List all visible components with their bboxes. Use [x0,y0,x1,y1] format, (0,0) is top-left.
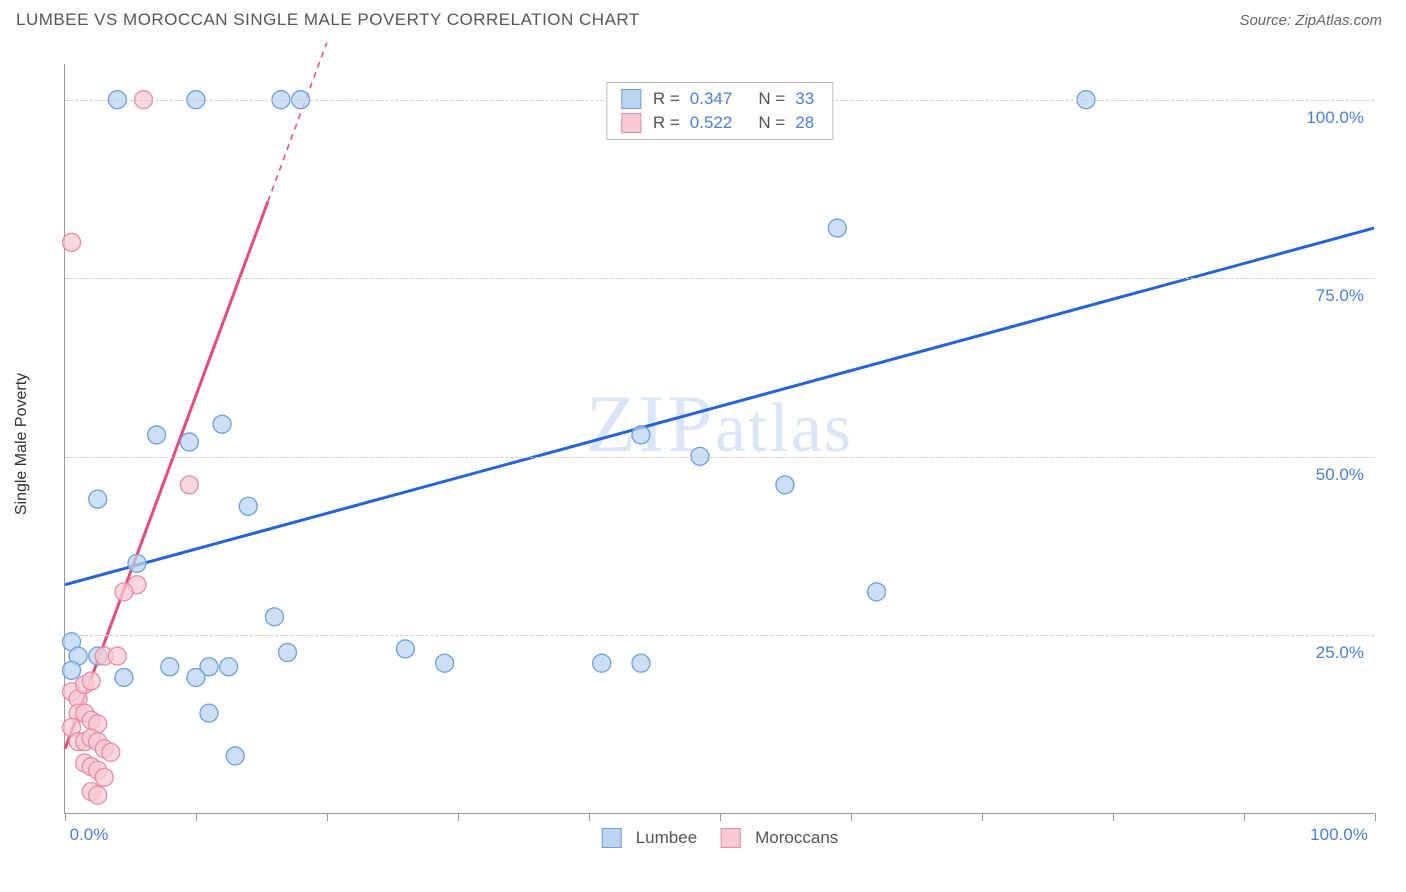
data-point [161,658,179,676]
data-point [115,583,133,601]
data-point [868,583,886,601]
y-tick-label: 50.0% [1316,465,1364,485]
data-point [220,658,238,676]
chart-source: Source: ZipAtlas.com [1239,12,1382,29]
data-point [108,647,126,665]
legend-r-label: R = [653,89,680,109]
legend-swatch [621,89,641,109]
gridline-h [65,457,1374,458]
data-point [89,490,107,508]
legend-n-label: N = [758,89,785,109]
legend-n-value: 28 [795,113,814,133]
legend-bottom: Lumbee Moroccans [602,828,839,848]
data-point [89,786,107,804]
legend-r-value: 0.522 [690,113,733,133]
x-tick [589,813,590,821]
x-tick [1113,813,1114,821]
x-tick [196,813,197,821]
data-point [632,654,650,672]
x-tick [65,813,66,821]
x-tick-label: 0.0% [70,825,109,845]
chart-title: LUMBEE VS MOROCCAN SINGLE MALE POVERTY C… [16,10,640,30]
data-point [396,640,414,658]
legend-row: R = 0.347 N = 33 [621,87,818,111]
data-point [226,747,244,765]
gridline-h [65,635,1374,636]
x-tick [1244,813,1245,821]
plot-area: ZIPatlas 25.0%50.0%75.0%100.0%0.0%100.0%… [64,64,1374,814]
data-point [102,743,120,761]
data-point [239,497,257,515]
legend-r-value: 0.347 [690,89,733,109]
data-point [436,654,454,672]
data-point [187,668,205,686]
data-point [63,233,81,251]
gridline-h [65,278,1374,279]
x-tick [982,813,983,821]
legend-swatch [602,828,622,848]
data-point [279,644,297,662]
plot-svg [65,64,1374,813]
legend-n-value: 33 [795,89,814,109]
legend-n-label: N = [758,113,785,133]
data-point [82,672,100,690]
y-tick-label: 75.0% [1316,286,1364,306]
legend-item: Moroccans [721,828,838,848]
data-point [95,768,113,786]
legend-item: Lumbee [602,828,697,848]
y-axis-label: Single Male Poverty [13,373,31,515]
legend-swatch [721,828,741,848]
data-point [180,433,198,451]
trend-line-dashed [268,43,327,202]
y-tick-label: 25.0% [1316,643,1364,663]
data-point [265,608,283,626]
data-point [115,668,133,686]
x-tick [1375,813,1376,821]
x-tick [327,813,328,821]
data-point [180,476,198,494]
legend-swatch [621,113,641,133]
trend-line [65,228,1374,585]
chart-header: LUMBEE VS MOROCCAN SINGLE MALE POVERTY C… [0,0,1406,36]
legend-r-label: R = [653,113,680,133]
x-tick-label: 100.0% [1310,825,1368,845]
data-point [128,554,146,572]
x-tick [851,813,852,821]
data-point [632,426,650,444]
x-tick [458,813,459,821]
data-point [200,704,218,722]
x-tick [720,813,721,821]
data-point [63,661,81,679]
chart-container: Single Male Poverty ZIPatlas 25.0%50.0%7… [50,44,1390,844]
data-point [148,426,166,444]
legend-row: R = 0.522 N = 28 [621,111,818,135]
legend-label: Moroccans [755,828,838,848]
data-point [776,476,794,494]
legend-label: Lumbee [636,828,697,848]
data-point [593,654,611,672]
data-point [828,219,846,237]
legend-correlation: R = 0.347 N = 33 R = 0.522 N = 28 [606,82,833,140]
y-tick-label: 100.0% [1306,108,1364,128]
data-point [213,415,231,433]
